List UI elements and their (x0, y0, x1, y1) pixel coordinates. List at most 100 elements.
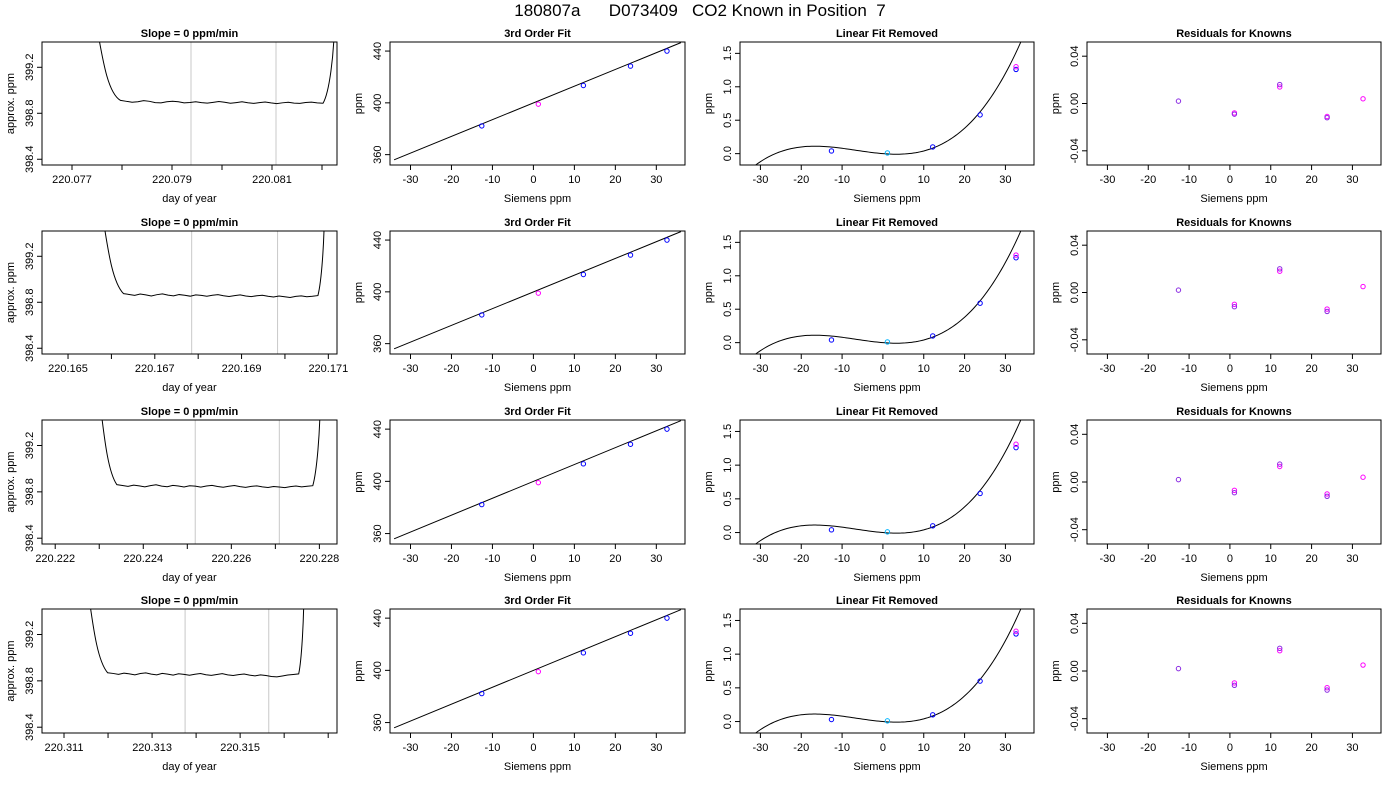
x-tick-label: 30 (650, 363, 662, 375)
y-tick-label: 0.5 (722, 113, 734, 128)
panel-title: Slope = 0 ppm/min (141, 28, 239, 40)
x-tick-label: 10 (918, 742, 930, 754)
panel-title: Residuals for Knowns (1176, 217, 1292, 229)
panel-title: Linear Fit Removed (836, 217, 938, 229)
x-tick-label: 10 (918, 174, 930, 186)
x-tick-label: 30 (1346, 363, 1358, 375)
data-point (1013, 441, 1019, 447)
x-tick-label: 220.171 (308, 363, 348, 375)
x-tick-label: 10 (568, 363, 580, 375)
plot-area (393, 420, 682, 540)
x-tick-label: -10 (1181, 742, 1197, 754)
panel-title: 3rd Order Fit (504, 595, 571, 607)
data-point (1013, 255, 1019, 261)
y-tick-label: 398.4 (24, 524, 36, 552)
data-point (627, 630, 634, 636)
x-tick-label: 20 (609, 363, 621, 375)
residual-point (1231, 303, 1238, 310)
panel-title: Slope = 0 ppm/min (141, 595, 239, 607)
panel-r0-c0: Slope = 0 ppm/min 220.077 220.079 220.081 39… (5, 28, 338, 205)
panel-r0-c1: 3rd Order Fit -30 -20 -10 0 10 20 30 360 400 440 Si… (353, 28, 686, 205)
panel-r1-c0: Slope = 0 ppm/min 220.165 220.167 220.169 22… (5, 217, 348, 394)
panel-title: Residuals for Knowns (1176, 406, 1292, 418)
plot-frame (389, 419, 686, 545)
panel-title: Slope = 0 ppm/min (141, 406, 239, 418)
plot-frame (41, 41, 338, 166)
y-tick-label: -0.04 (1069, 517, 1081, 542)
x-axis-label: Siemens ppm (504, 193, 571, 205)
x-axis-label: Siemens ppm (853, 382, 920, 394)
x-tick-label: -30 (1099, 553, 1115, 565)
x-tick-label: 0 (880, 742, 886, 754)
x-tick-label: -20 (444, 363, 460, 375)
residual-point (1360, 96, 1366, 102)
y-tick-label: 440 (372, 231, 384, 249)
x-tick-label: 220.311 (45, 742, 84, 754)
x-tick-label: 220.226 (211, 553, 251, 565)
panel-r3-c1: 3rd Order Fit -30 -20 -10 0 10 20 30 360 400 440 Si… (353, 595, 686, 773)
time-series-line (99, 42, 335, 105)
x-tick-label: -30 (1099, 363, 1115, 375)
plot-area (1175, 461, 1366, 500)
x-tick-label: -20 (793, 174, 809, 186)
residual-point (1175, 287, 1182, 293)
residual-point (1277, 645, 1283, 652)
x-tick-label: -30 (752, 742, 768, 754)
x-axis-label: Siemens ppm (1200, 193, 1267, 205)
x-tick-label: 0 (880, 363, 886, 375)
x-tick-label: 220.228 (300, 553, 340, 565)
y-tick-label: 398.8 (24, 289, 36, 317)
y-tick-label: 1.0 (722, 268, 734, 283)
residual-point (1231, 487, 1238, 494)
panel-title: 3rd Order Fit (504, 217, 571, 229)
residual-point (1277, 463, 1283, 470)
plot-frame (739, 419, 1035, 545)
x-tick-label: -10 (834, 174, 850, 186)
x-tick-label: 0 (530, 363, 536, 375)
fit-line (393, 42, 682, 161)
data-point (1013, 252, 1019, 258)
x-tick-label: -30 (403, 553, 419, 565)
y-tick-label: 0.04 (1069, 424, 1081, 445)
x-axis-label: Siemens ppm (1200, 572, 1267, 584)
x-tick-label: 0 (530, 742, 536, 754)
data-point (535, 479, 542, 486)
x-tick-label: 20 (1305, 742, 1317, 754)
x-tick-label: 0 (880, 174, 886, 186)
panel-title: 3rd Order Fit (504, 406, 571, 418)
panel-r1-c2: Linear Fit Removed -30 -20 -10 0 10 20 30 0.0 0.5… (703, 217, 1035, 394)
plot-frame (739, 41, 1035, 166)
x-tick-label: -20 (444, 553, 460, 565)
y-tick-label: 400 (372, 94, 384, 112)
x-tick-label: 30 (1346, 174, 1358, 186)
x-tick-label: 20 (609, 174, 621, 186)
x-tick-label: -10 (834, 553, 850, 565)
x-tick-label: 20 (1305, 363, 1317, 375)
y-axis-label: ppm (353, 471, 365, 492)
y-axis-label: ppm (353, 93, 365, 114)
residual-point (1277, 266, 1283, 272)
residual-point (1360, 662, 1366, 668)
y-tick-label: 360 (372, 713, 384, 731)
y-tick-label: 0.0 (722, 146, 734, 161)
x-tick-label: 10 (918, 553, 930, 565)
plot-frame (41, 419, 338, 545)
data-point (930, 144, 936, 150)
residual-point (1324, 687, 1330, 693)
panel-title: 3rd Order Fit (504, 28, 571, 40)
time-series-line (101, 420, 321, 489)
time-series-line (90, 609, 305, 678)
time-series-line (104, 231, 325, 298)
residual-point (1277, 461, 1283, 467)
y-axis-label: approx. ppm (5, 73, 17, 134)
residual-point (1175, 98, 1182, 104)
x-tick-label: -10 (834, 363, 850, 375)
plot-frame (1086, 41, 1382, 166)
y-tick-label: 400 (372, 472, 384, 490)
x-tick-label: -30 (752, 553, 768, 565)
residual-point (1231, 111, 1238, 117)
panel-r0-c2: Linear Fit Removed -30 -20 -10 0 10 20 30 0.0 0.5… (703, 28, 1035, 205)
x-tick-label: 30 (650, 553, 662, 565)
y-tick-label: 398.4 (24, 334, 36, 362)
data-point (828, 148, 835, 154)
